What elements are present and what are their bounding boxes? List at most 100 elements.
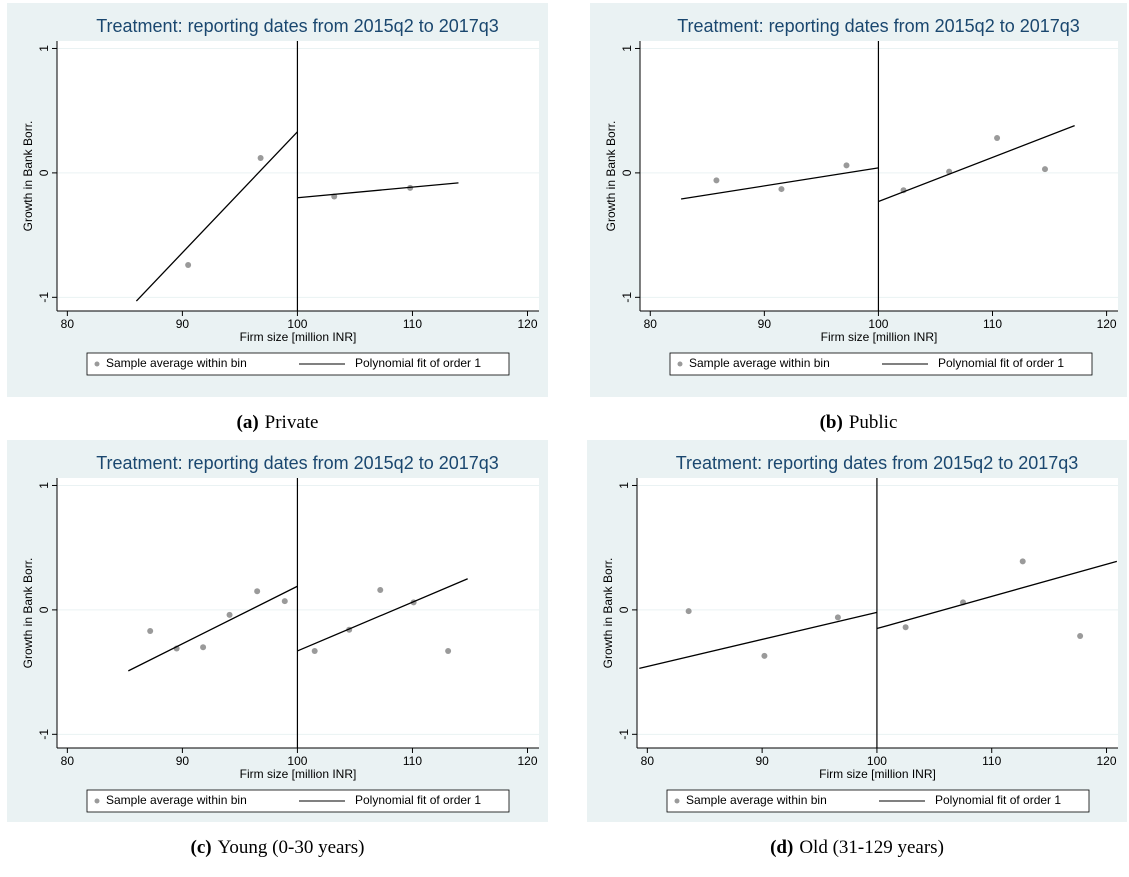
- bin-average: [902, 624, 909, 631]
- fit-line: [297, 578, 468, 652]
- fit-line: [135, 131, 298, 302]
- fit-line: [878, 125, 1075, 203]
- x-tick-label: 100: [867, 754, 887, 768]
- fit-line: [297, 182, 459, 199]
- legend-label: Polynomial fit of order 1: [935, 793, 1061, 807]
- x-tick-label: 120: [517, 754, 537, 768]
- bin-average: [1041, 166, 1048, 173]
- legend-label: Sample average within bin: [689, 356, 830, 370]
- panel: Treatment: reporting dates from 2015q2 t…: [7, 3, 548, 433]
- x-tick-label: 110: [983, 317, 1002, 331]
- y-axis-label: Growth in Bank Borr.: [604, 121, 618, 232]
- legend-marker: [677, 361, 683, 367]
- chart-title: Treatment: reporting dates from 2015q2 t…: [676, 453, 1079, 473]
- legend-marker: [94, 361, 100, 367]
- y-tick-label: -1: [620, 292, 634, 303]
- bin-average: [200, 644, 207, 651]
- legend-marker: [674, 798, 680, 804]
- chart-title: Treatment: reporting dates from 2015q2 t…: [96, 16, 499, 36]
- bin-average: [226, 611, 233, 618]
- y-axis-label: Growth in Bank Borr.: [21, 121, 35, 232]
- legend-marker: [94, 798, 100, 804]
- legend: [666, 789, 1090, 813]
- panel: Treatment: reporting dates from 2015q2 t…: [7, 440, 548, 858]
- y-tick-label: 1: [617, 482, 631, 489]
- bin-average: [685, 608, 692, 615]
- x-tick-label: 80: [61, 754, 75, 768]
- legend: [86, 789, 510, 813]
- legend-label: Sample average within bin: [686, 793, 827, 807]
- fit-line: [128, 585, 298, 672]
- x-tick-label: 90: [755, 754, 769, 768]
- y-tick-label: -1: [617, 729, 631, 740]
- caption: (a) Private: [237, 412, 319, 433]
- x-tick-label: 90: [176, 317, 190, 331]
- x-tick-label: 120: [1097, 317, 1117, 331]
- y-tick-label: 0: [617, 606, 631, 613]
- caption: (b) Public: [820, 412, 898, 433]
- y-tick-label: -1: [37, 729, 51, 740]
- bin-average: [1077, 633, 1084, 640]
- fit-line: [680, 167, 879, 200]
- panel: Treatment: reporting dates from 2015q2 t…: [587, 440, 1127, 858]
- caption-label: (c): [191, 837, 212, 858]
- y-tick-label: 0: [37, 169, 51, 176]
- x-tick-label: 120: [517, 317, 537, 331]
- caption: (d) Old (31-129 years): [770, 837, 944, 858]
- bin-average: [254, 588, 261, 595]
- caption-label: (d): [770, 837, 793, 858]
- x-tick-label: 100: [287, 754, 307, 768]
- caption-text: Public: [849, 412, 898, 433]
- x-axis-label: Firm size [million INR]: [240, 330, 357, 344]
- legend: [86, 352, 510, 376]
- x-axis-label: Firm size [million INR]: [819, 767, 936, 781]
- x-tick-label: 100: [868, 317, 888, 331]
- bin-average: [843, 162, 850, 169]
- legend-label: Polynomial fit of order 1: [355, 793, 481, 807]
- bin-average: [185, 261, 192, 268]
- caption-text: Old (31-129 years): [799, 837, 944, 858]
- caption-text: Private: [265, 412, 319, 433]
- y-tick-label: 1: [620, 45, 634, 52]
- bin-average: [834, 614, 841, 621]
- x-tick-label: 80: [641, 754, 655, 768]
- caption: (c) Young (0-30 years): [191, 837, 365, 858]
- x-tick-label: 110: [403, 317, 422, 331]
- x-tick-label: 120: [1097, 754, 1117, 768]
- y-tick-label: -1: [37, 292, 51, 303]
- legend-label: Polynomial fit of order 1: [938, 356, 1064, 370]
- y-axis-label: Growth in Bank Borr.: [21, 558, 35, 669]
- bin-average: [778, 186, 785, 193]
- legend-label: Sample average within bin: [106, 793, 247, 807]
- legend-label: Polynomial fit of order 1: [355, 356, 481, 370]
- bin-average: [257, 154, 264, 161]
- x-tick-label: 90: [758, 317, 772, 331]
- y-axis-label: Growth in Bank Borr.: [601, 558, 615, 669]
- fit-line: [876, 560, 1118, 630]
- bin-average: [377, 586, 384, 593]
- legend-label: Sample average within bin: [106, 356, 247, 370]
- legend: [669, 352, 1093, 376]
- caption-label: (a): [237, 412, 259, 433]
- bin-average: [445, 647, 452, 654]
- x-tick-label: 80: [644, 317, 658, 331]
- bin-average: [713, 177, 720, 184]
- chart-title: Treatment: reporting dates from 2015q2 t…: [96, 453, 499, 473]
- x-tick-label: 90: [176, 754, 190, 768]
- bin-average: [311, 647, 318, 654]
- x-tick-label: 100: [287, 317, 307, 331]
- bin-average: [147, 628, 154, 635]
- x-tick-label: 80: [61, 317, 75, 331]
- bin-average: [994, 135, 1001, 142]
- y-tick-label: 0: [37, 606, 51, 613]
- y-tick-label: 0: [620, 169, 634, 176]
- y-tick-label: 1: [37, 482, 51, 489]
- caption-text: Young (0-30 years): [218, 837, 365, 858]
- bin-average: [761, 652, 768, 659]
- caption-label: (b): [820, 412, 843, 433]
- panel: Treatment: reporting dates from 2015q2 t…: [590, 3, 1127, 433]
- y-tick-label: 1: [37, 45, 51, 52]
- x-axis-label: Firm size [million INR]: [821, 330, 938, 344]
